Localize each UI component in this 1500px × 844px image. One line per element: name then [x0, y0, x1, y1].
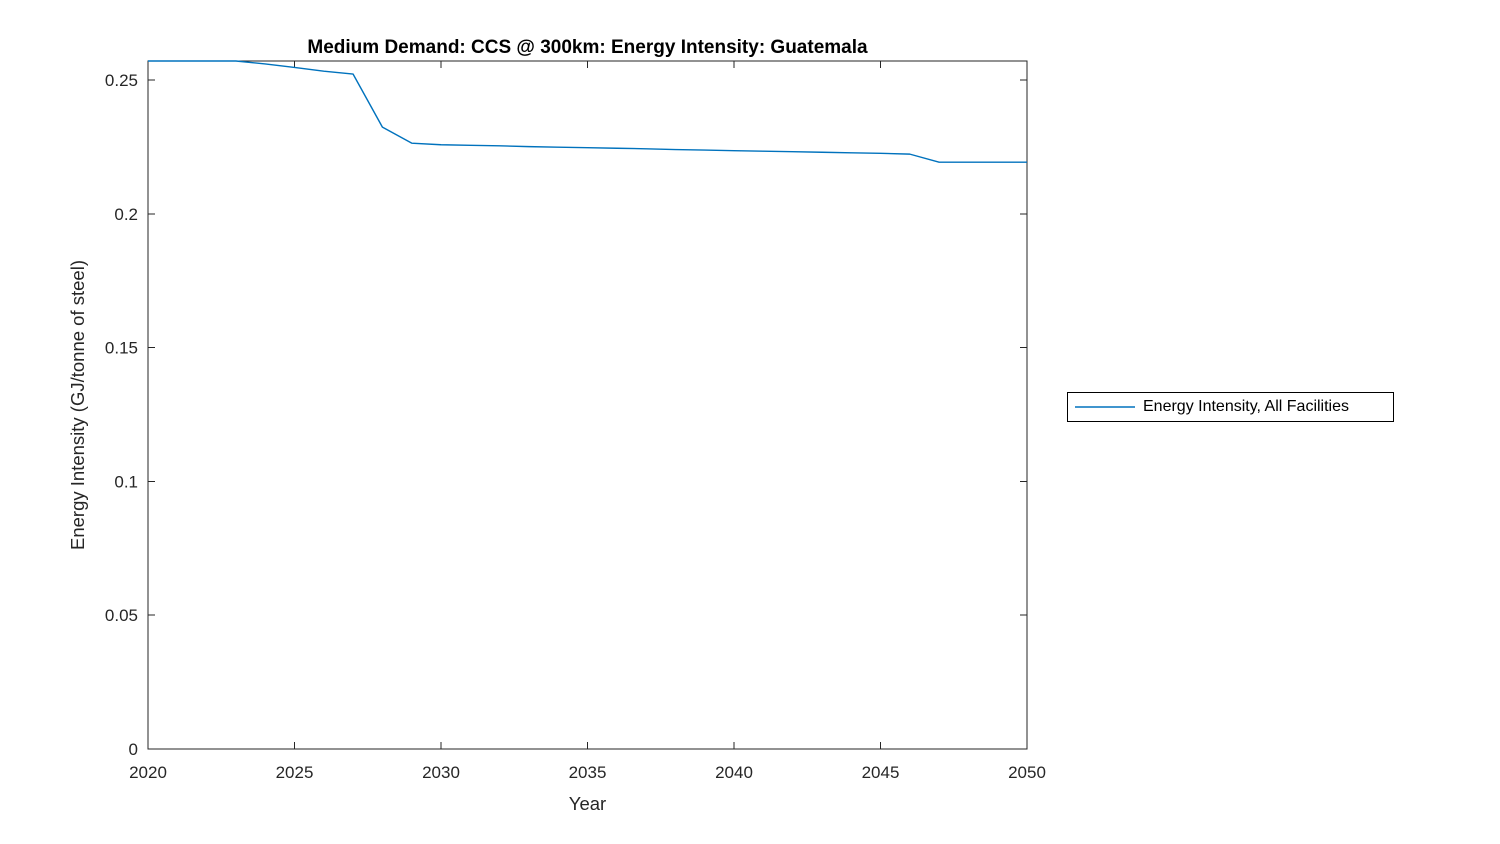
- x-axis-label: Year: [569, 793, 606, 814]
- axis-ticks: [147, 61, 1028, 750]
- y-tick-label: 0.25: [105, 71, 138, 90]
- x-tick-label: 2050: [1008, 763, 1046, 782]
- x-tick-label: 2040: [715, 763, 753, 782]
- x-tick-label: 2020: [129, 763, 167, 782]
- legend-entry-label: Energy Intensity, All Facilities: [1143, 398, 1350, 415]
- x-tick-label: 2030: [422, 763, 460, 782]
- legend-line-sample-icon: [1075, 406, 1135, 408]
- chart-title: Medium Demand: CCS @ 300km: Energy Inten…: [307, 37, 868, 58]
- y-tick-label: 0.2: [114, 205, 138, 224]
- y-tick-label: 0.1: [114, 472, 138, 491]
- x-tick-label: 2025: [276, 763, 314, 782]
- y-tick-label: 0.05: [105, 606, 138, 625]
- x-tick-label: 2035: [569, 763, 607, 782]
- axis-tick-labels: 2020 2025 2030 2035 2040 2045 2050 0 0.05 0.1 0.15…: [105, 71, 1046, 782]
- y-tick-label: 0.15: [105, 339, 138, 358]
- legend: Energy Intensity, All Facilities: [1067, 392, 1394, 422]
- y-tick-label: 0: [129, 740, 138, 759]
- y-axis-label: Energy Intensity (GJ/tonne of steel): [67, 260, 88, 550]
- plot-area-frame: [147, 60, 1028, 750]
- series-line-energy-intensity: [148, 60, 1027, 163]
- x-tick-label: 2045: [862, 763, 900, 782]
